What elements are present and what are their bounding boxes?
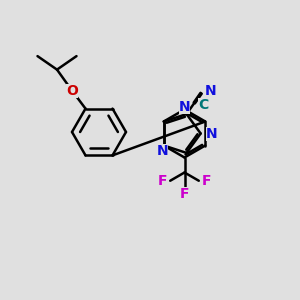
Text: F: F	[158, 174, 167, 188]
Text: N: N	[179, 100, 190, 113]
Text: N: N	[156, 144, 168, 158]
Text: O: O	[66, 84, 78, 98]
Text: N: N	[205, 84, 216, 98]
Text: N: N	[206, 127, 218, 140]
Text: F: F	[202, 174, 211, 188]
Text: C: C	[198, 98, 208, 112]
Text: F: F	[180, 187, 189, 200]
